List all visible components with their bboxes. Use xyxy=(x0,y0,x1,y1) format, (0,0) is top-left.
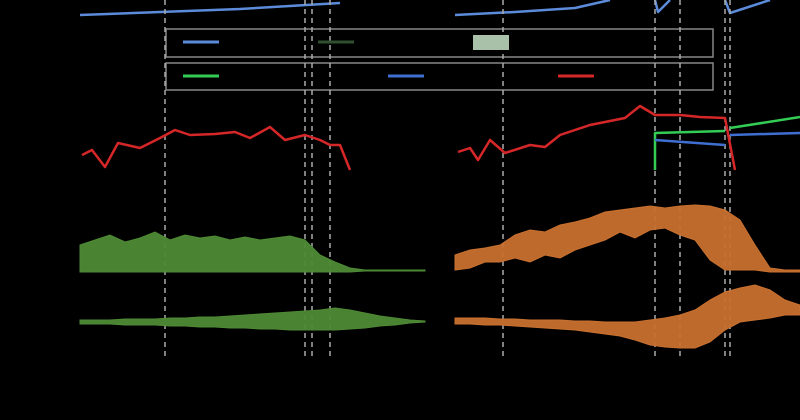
legend-swatch xyxy=(473,35,509,50)
series-line xyxy=(81,125,352,171)
legend-frame xyxy=(165,62,714,91)
legend-frame xyxy=(165,28,714,58)
series-line xyxy=(457,104,737,171)
ensemble-band xyxy=(454,284,800,349)
ensemble-band xyxy=(454,204,800,273)
series-line xyxy=(653,115,800,170)
series-line xyxy=(654,131,800,147)
series-line xyxy=(79,1,341,17)
legend-box xyxy=(165,28,714,91)
ensemble-band xyxy=(79,307,426,331)
ensemble-band xyxy=(79,231,426,273)
